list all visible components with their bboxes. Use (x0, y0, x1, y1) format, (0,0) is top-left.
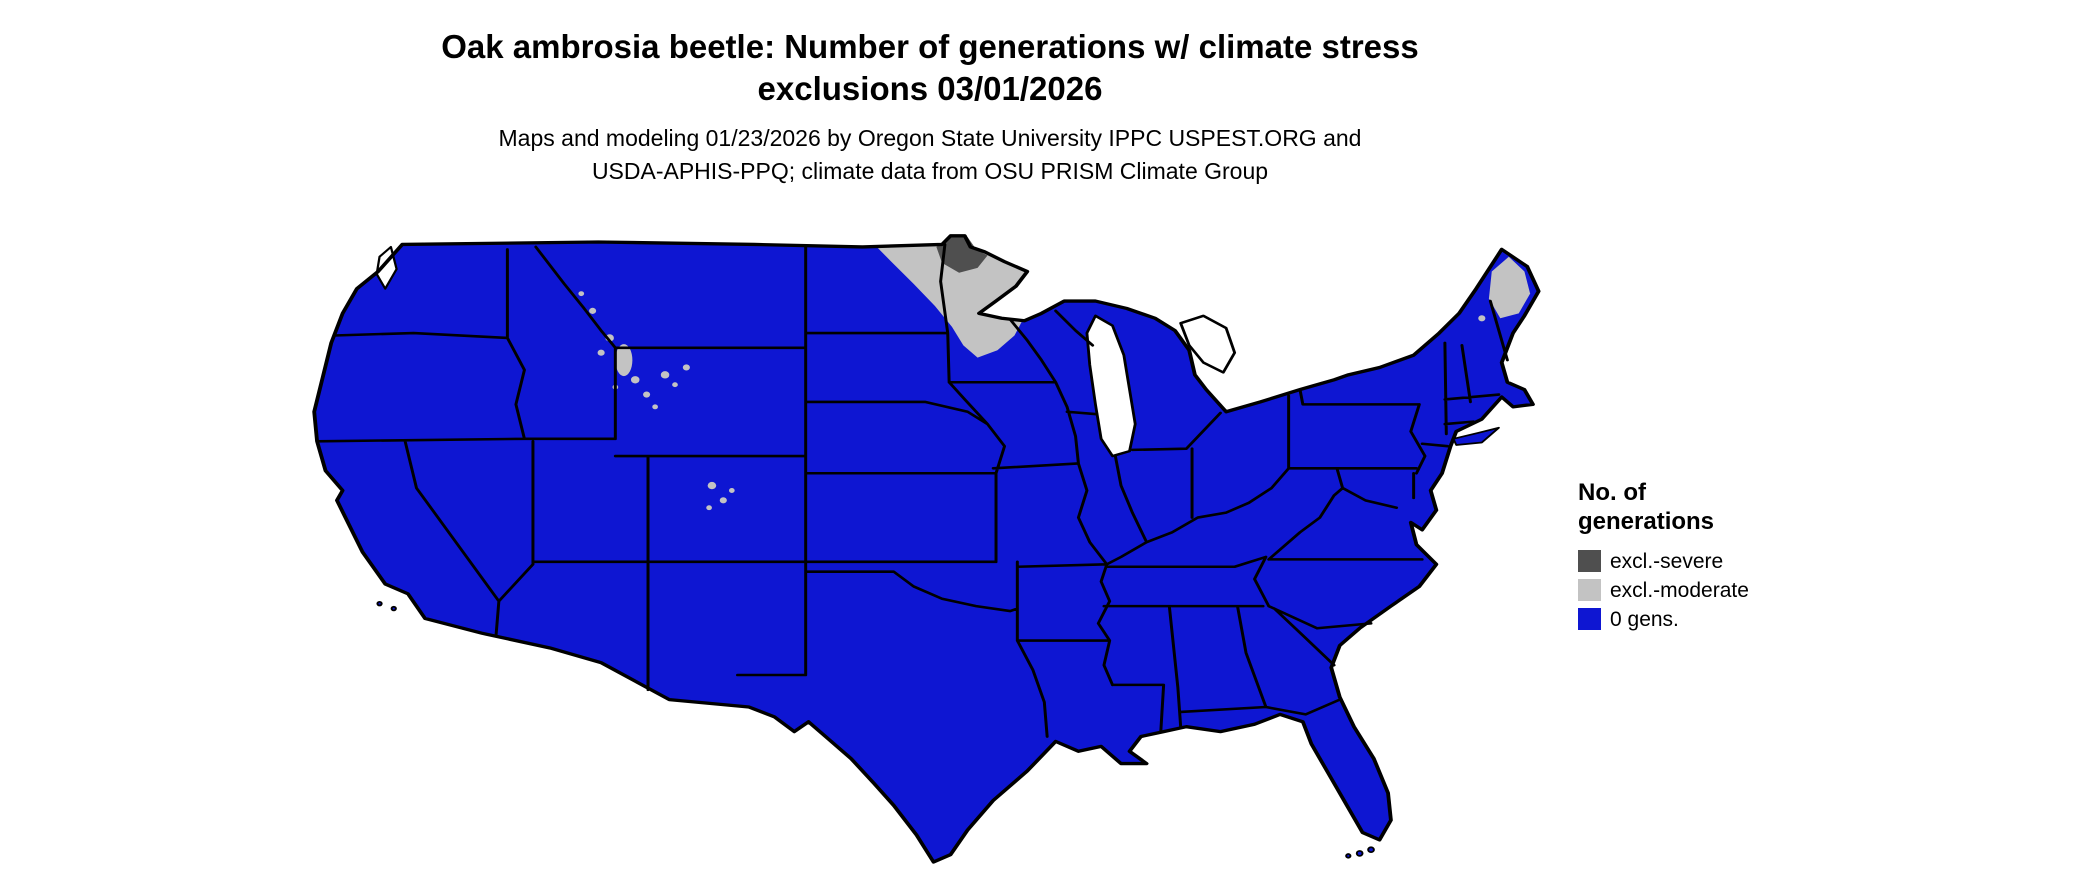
us-map-svg (312, 234, 1541, 864)
legend-swatch-excl-severe (1578, 550, 1601, 573)
exclusion-moderate-rockies-blob (615, 344, 633, 377)
long-island (1452, 426, 1500, 446)
page-subtitle: Maps and modeling 01/23/2026 by Oregon S… (230, 122, 1630, 189)
lake-huron (1179, 314, 1237, 374)
state-borders (315, 243, 1509, 738)
legend-item-excl-moderate: excl.-moderate (1578, 578, 1749, 603)
us-map (300, 226, 1550, 878)
subtitle-line-2: USDA-APHIS-PPQ; climate data from OSU PR… (591, 158, 1269, 185)
legend: No. of generations excl.-severe excl.-mo… (1578, 478, 1749, 636)
legend-title-line-2: generations (1578, 508, 1715, 536)
us-land (314, 235, 1539, 863)
legend-label-excl-moderate: excl.-moderate (1610, 578, 1749, 602)
exclusion-moderate-maine (1488, 256, 1531, 319)
legend-label-excl-severe: excl.-severe (1610, 549, 1724, 573)
title-line-1: Oak ambrosia beetle: Number of generatio… (441, 28, 1419, 65)
channel-islands (376, 600, 383, 607)
legend-item-excl-severe: excl.-severe (1578, 549, 1749, 574)
legend-swatch-excl-moderate (1578, 579, 1601, 602)
legend-title: No. of generations (1578, 478, 1749, 537)
legend-item-zero-gens: 0 gens. (1578, 607, 1749, 632)
us-outline (312, 234, 1541, 864)
title-line-2: exclusions 03/01/2026 (757, 70, 1103, 108)
legend-swatch-zero-gens (1578, 608, 1601, 631)
exclusion-moderate-minnesota (876, 235, 1028, 358)
legend-label-zero-gens: 0 gens. (1610, 607, 1679, 631)
lake-michigan (1085, 314, 1137, 458)
legend-title-line-1: No. of (1578, 479, 1646, 506)
page-title: Oak ambrosia beetle: Number of generatio… (230, 26, 1630, 110)
exclusion-severe-region (936, 237, 988, 273)
lakes (375, 245, 1237, 458)
subtitle-line-1: Maps and modeling 01/23/2026 by Oregon S… (498, 125, 1362, 151)
offshore-islands (376, 426, 1500, 859)
florida-keys (1367, 846, 1375, 854)
